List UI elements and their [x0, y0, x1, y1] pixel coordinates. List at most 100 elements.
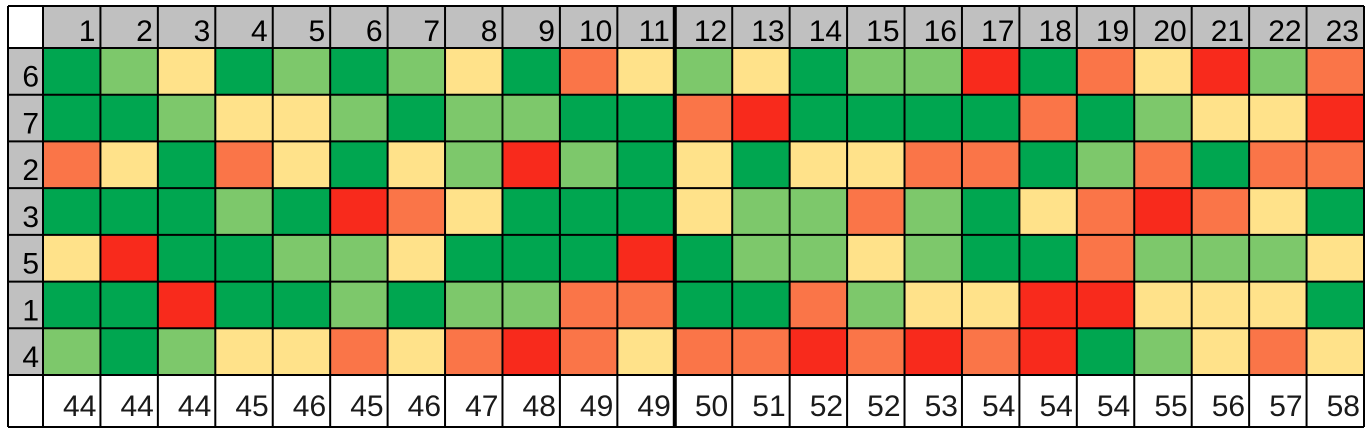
- heatmap-cell-r6-c9: [502, 48, 560, 95]
- heatmap-cell-r7-c7: [387, 94, 446, 142]
- heatmap-cell-r2-c22: [1249, 141, 1307, 189]
- heatmap-cell-r6-c23: [1306, 48, 1364, 95]
- heatmap-cell-r1-c18: [1019, 281, 1077, 329]
- heatmap-cell-r7-c16: [904, 94, 962, 142]
- heatmap-cell-r5-c17: [961, 234, 1020, 282]
- row-header-4: 4: [22, 341, 39, 374]
- column-header-20: 20: [1153, 15, 1186, 48]
- heatmap-cell-r2-c3: [157, 141, 216, 189]
- heatmap-cell-r5-c20: [1134, 234, 1192, 282]
- heatmap-cell-r2-c13: [732, 141, 790, 189]
- heatmap-cell-r1-c19: [1076, 281, 1135, 329]
- heatmap-cell-r3-c19: [1076, 188, 1135, 235]
- footer-value-10: 49: [580, 390, 613, 423]
- heatmap-cell-r5-c22: [1249, 234, 1307, 282]
- heatmap-cell-r1-c10: [559, 281, 618, 329]
- heatmap-cell-r2-c19: [1076, 141, 1135, 189]
- footer-value-11: 49: [637, 390, 670, 423]
- heatmap-cell-r3-c12: [674, 188, 733, 235]
- heatmap-cell-r1-c11: [617, 281, 675, 329]
- heatmap-cell-r3-c21: [1191, 188, 1250, 235]
- column-header-6: 6: [366, 15, 383, 48]
- footer-value-18: 54: [1039, 390, 1072, 423]
- heatmap-cell-r7-c18: [1019, 94, 1077, 142]
- heatmap-cell-r6-c6: [330, 48, 388, 95]
- heatmap-cell-r1-c8: [445, 281, 503, 329]
- heatmap-cell-r7-c22: [1249, 94, 1307, 142]
- column-header-16: 16: [924, 15, 957, 48]
- heatmap-cell-r6-c22: [1249, 48, 1307, 95]
- row-header-3: 3: [22, 201, 39, 234]
- heatmap-cell-r5-c1: [43, 234, 101, 282]
- heatmap-cell-r6-c20: [1134, 48, 1192, 95]
- footer-value-4: 45: [235, 390, 268, 423]
- heatmap-cell-r3-c18: [1019, 188, 1077, 235]
- column-header-21: 21: [1211, 15, 1244, 48]
- heatmap-cell-r4-c6: [330, 328, 388, 375]
- heatmap-cell-r4-c14: [789, 328, 848, 375]
- footer-value-1: 44: [63, 390, 96, 423]
- heatmap-cell-r4-c22: [1249, 328, 1307, 375]
- heatmap-cell-r6-c19: [1076, 48, 1135, 95]
- heatmap-cell-r5-c15: [847, 234, 905, 282]
- heatmap-cell-r5-c19: [1076, 234, 1135, 282]
- heatmap-cell-r7-c2: [100, 94, 158, 142]
- heatmap-cell-r5-c18: [1019, 234, 1077, 282]
- row-header-6: 6: [22, 61, 39, 94]
- column-header-1: 1: [79, 15, 96, 48]
- column-header-17: 17: [981, 15, 1014, 48]
- heatmap-cell-r2-c20: [1134, 141, 1192, 189]
- heatmap-cell-r5-c4: [215, 234, 273, 282]
- heatmap-cell-r2-c8: [445, 141, 503, 189]
- heatmap-cell-r1-c22: [1249, 281, 1307, 329]
- heatmap-cell-r6-c7: [387, 48, 446, 95]
- footer-value-22: 57: [1269, 390, 1302, 423]
- column-header-14: 14: [809, 15, 842, 48]
- heatmap-cell-r5-c21: [1191, 234, 1250, 282]
- footer-value-2: 44: [120, 390, 153, 423]
- footer-value-21: 56: [1212, 390, 1245, 423]
- heatmap-cell-r7-c23: [1306, 94, 1364, 142]
- footer-value-16: 53: [925, 390, 958, 423]
- heatmap-cell-r3-c2: [100, 188, 158, 235]
- row-header-5: 5: [22, 248, 39, 281]
- heatmap-cell-r3-c23: [1306, 188, 1364, 235]
- heatmap-cell-r6-c13: [732, 48, 790, 95]
- column-header-4: 4: [251, 15, 268, 48]
- heatmap-cell-r3-c1: [43, 188, 101, 235]
- heatmap-cell-r2-c7: [387, 141, 446, 189]
- heatmap-cell-r6-c11: [617, 48, 675, 95]
- heatmap-cell-r7-c21: [1191, 94, 1250, 142]
- heatmap-cell-r7-c17: [961, 94, 1020, 142]
- heatmap-cell-r1-c21: [1191, 281, 1250, 329]
- heatmap-cell-r7-c8: [445, 94, 503, 142]
- footer-value-20: 55: [1154, 390, 1187, 423]
- heatmap-cell-r1-c13: [732, 281, 790, 329]
- heatmap-cell-r4-c15: [847, 328, 905, 375]
- heatmap-cell-r3-c10: [559, 188, 618, 235]
- heatmap-cell-r2-c16: [904, 141, 962, 189]
- footer-value-17: 54: [982, 390, 1015, 423]
- footer-value-9: 48: [523, 390, 556, 423]
- heatmap-cell-r6-c15: [847, 48, 905, 95]
- heatmap-cell-r4-c4: [215, 328, 273, 375]
- heatmap-cell-r2-c5: [272, 141, 331, 189]
- row-header-1: 1: [22, 294, 39, 327]
- column-header-5: 5: [308, 15, 325, 48]
- row-header-band: [8, 48, 43, 375]
- heatmap-cell-r1-c6: [330, 281, 388, 329]
- heatmap-cell-r1-c9: [502, 281, 560, 329]
- corner-cell: [8, 6, 43, 48]
- heatmap-cell-r4-c13: [732, 328, 790, 375]
- heatmap-cell-r7-c19: [1076, 94, 1135, 142]
- heatmap-cell-r6-c1: [43, 48, 101, 95]
- heatmap-cell-r3-c17: [961, 188, 1020, 235]
- heatmap-cell-r2-c2: [100, 141, 158, 189]
- column-header-12: 12: [694, 15, 727, 48]
- column-header-22: 22: [1268, 15, 1301, 48]
- heatmap-cell-r4-c18: [1019, 328, 1077, 375]
- heatmap-cell-r6-c18: [1019, 48, 1077, 95]
- heatmap-cell-r3-c14: [789, 188, 848, 235]
- footer-value-12: 50: [695, 390, 728, 423]
